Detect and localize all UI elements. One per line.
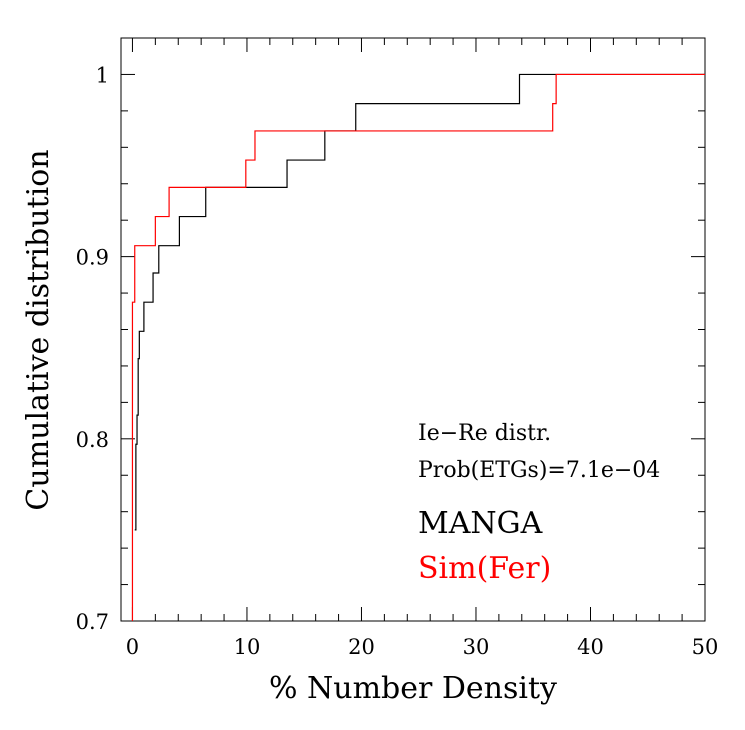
x-tick-label: 0 — [126, 635, 139, 659]
y-tick-label: 0.9 — [76, 246, 109, 270]
y-axis-label: Cumulative distribution — [21, 149, 56, 510]
series-layer — [131, 73, 705, 621]
y-tick-label: 0.8 — [76, 428, 109, 452]
annotation-prob: Prob(ETGs)=7.1e−04 — [418, 458, 660, 483]
plot-frame — [120, 37, 706, 622]
legend-entry-manga: MANGA — [418, 506, 543, 541]
x-tick-label: 10 — [234, 635, 261, 659]
annotation-distr: Ie−Re distr. — [418, 421, 551, 446]
y-tick-label: 0.7 — [76, 610, 109, 634]
x-tick-label: 50 — [692, 635, 719, 659]
legend-entry-sim-fer: Sim(Fer) — [418, 551, 551, 586]
axis-ticks — [121, 37, 706, 622]
tick-labels: 0 10 20 30 40 50 0.7 0.8 0.9 1 — [76, 63, 719, 659]
x-tick-label: 20 — [348, 635, 375, 659]
series-line-sim-fer — [131, 73, 705, 621]
y-tick-label: 1 — [96, 63, 109, 87]
x-tick-label: 40 — [577, 635, 604, 659]
x-axis-label: % Number Density — [269, 671, 557, 706]
x-tick-label: 30 — [463, 635, 490, 659]
